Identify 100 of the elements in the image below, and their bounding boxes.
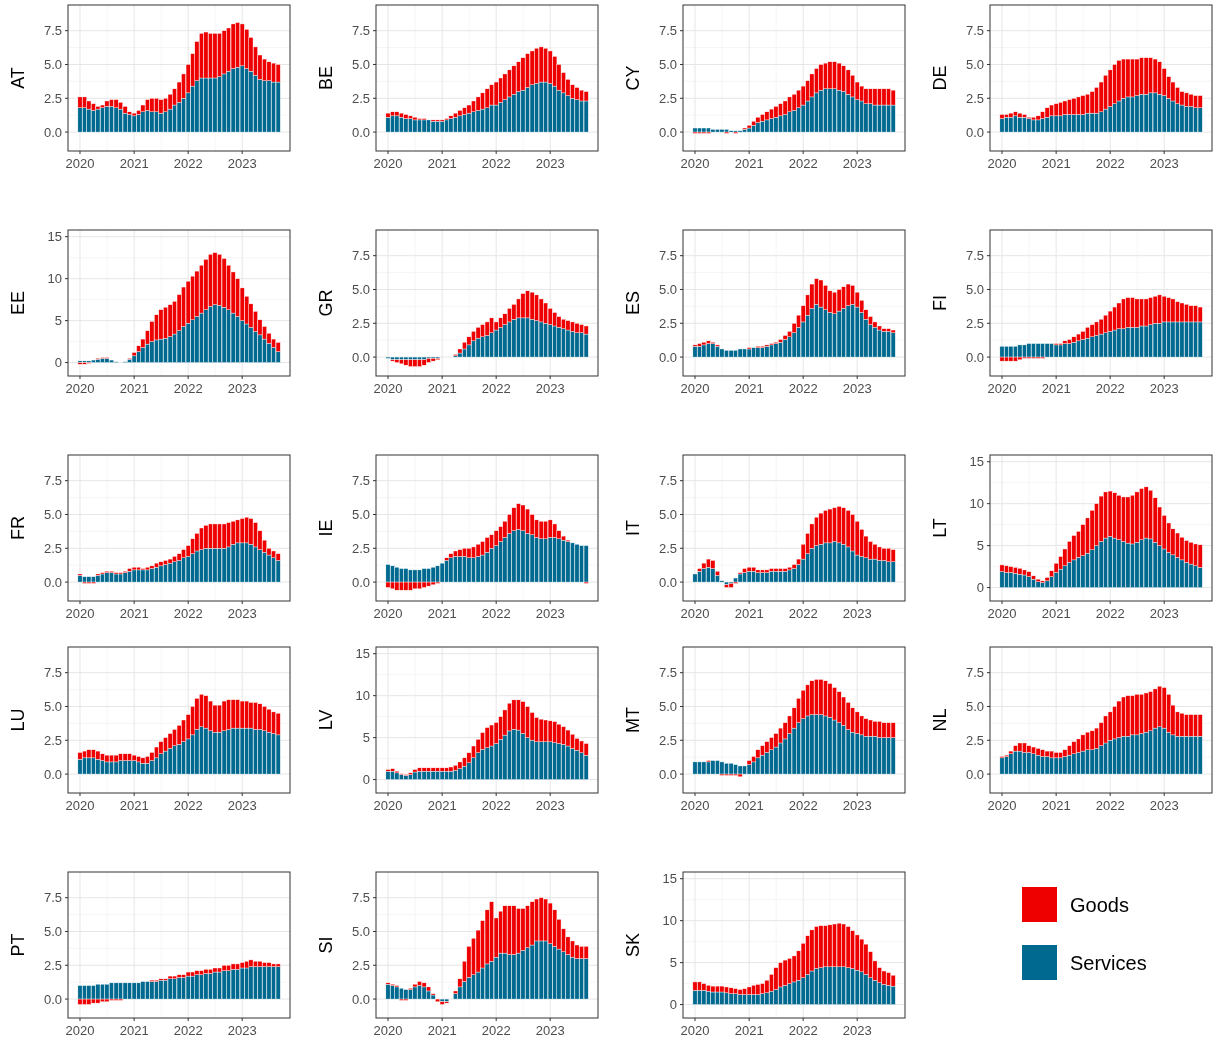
y-tick-label: 0.0 bbox=[658, 574, 677, 590]
y-tick-label: 7.5 bbox=[351, 23, 370, 39]
x-tick-label: 2021 bbox=[1041, 381, 1071, 396]
legend-label: Goods bbox=[1070, 893, 1129, 916]
x-tick-label: 2023 bbox=[1149, 156, 1179, 171]
x-tick-label: 2023 bbox=[227, 1023, 257, 1038]
y-tick-label: 0.0 bbox=[43, 124, 62, 140]
x-tick-label: 2020 bbox=[65, 156, 95, 171]
y-axis-title: IE bbox=[316, 519, 336, 537]
y-tick-label: 5.0 bbox=[43, 699, 62, 715]
y-tick-label: 2.5 bbox=[658, 315, 677, 331]
y-tick-label: 7.5 bbox=[658, 665, 677, 681]
y-tick-label: 5.0 bbox=[658, 699, 677, 715]
y-tick-label: 0.0 bbox=[965, 349, 984, 365]
x-tick-label: 2020 bbox=[680, 381, 710, 396]
x-tick-label: 2022 bbox=[481, 1023, 511, 1038]
y-axis-title: LV bbox=[316, 709, 336, 731]
y-tick-label: 2.5 bbox=[351, 957, 370, 973]
y-tick-label: 7.5 bbox=[658, 248, 677, 264]
x-tick-label: 2020 bbox=[373, 606, 403, 621]
x-tick-label: 2022 bbox=[788, 606, 818, 621]
y-tick-label: 2.5 bbox=[965, 732, 984, 748]
x-tick-label: 2022 bbox=[173, 381, 203, 396]
x-tick-label: 2023 bbox=[1149, 606, 1179, 621]
y-axis-title: LU bbox=[8, 708, 28, 732]
y-tick-label: 0.0 bbox=[658, 349, 677, 365]
y-tick-label: 0.0 bbox=[43, 991, 62, 1007]
x-tick-label: 2021 bbox=[1041, 606, 1071, 621]
legend-label: Services bbox=[1070, 951, 1147, 974]
x-tick-label: 2021 bbox=[734, 381, 764, 396]
x-tick-label: 2022 bbox=[481, 381, 511, 396]
x-tick-label: 2020 bbox=[65, 798, 95, 813]
y-tick-label: 7.5 bbox=[43, 23, 62, 39]
y-tick-label: 15 bbox=[355, 646, 370, 662]
y-tick-label: 7.5 bbox=[43, 665, 62, 681]
y-tick-label: 5.0 bbox=[351, 507, 370, 523]
x-tick-label: 2022 bbox=[173, 1023, 203, 1038]
x-tick-label: 2020 bbox=[680, 156, 710, 171]
y-tick-label: 2.5 bbox=[658, 732, 677, 748]
x-tick-label: 2023 bbox=[535, 606, 565, 621]
y-tick-label: 7.5 bbox=[965, 665, 984, 681]
x-tick-label: 2022 bbox=[1095, 381, 1125, 396]
x-tick-label: 2022 bbox=[1095, 798, 1125, 813]
x-tick-label: 2022 bbox=[1095, 606, 1125, 621]
y-axis-title: LT bbox=[930, 518, 950, 538]
x-tick-label: 2021 bbox=[734, 798, 764, 813]
x-tick-label: 2023 bbox=[842, 606, 872, 621]
y-tick-label: 0 bbox=[54, 355, 62, 371]
y-axis-title: SK bbox=[623, 932, 643, 958]
y-tick-label: 5.0 bbox=[965, 57, 984, 73]
x-tick-label: 2021 bbox=[734, 606, 764, 621]
y-tick-label: 2.5 bbox=[658, 90, 677, 106]
y-tick-label: 0.0 bbox=[658, 766, 677, 782]
x-tick-label: 2022 bbox=[788, 798, 818, 813]
x-tick-label: 2020 bbox=[65, 606, 95, 621]
y-tick-label: 5.0 bbox=[965, 282, 984, 298]
y-tick-label: 5.0 bbox=[658, 57, 677, 73]
x-tick-label: 2021 bbox=[119, 1023, 149, 1038]
y-axis-title: ES bbox=[623, 290, 643, 316]
y-tick-label: 5.0 bbox=[658, 507, 677, 523]
x-tick-label: 2021 bbox=[427, 156, 457, 171]
y-axis-title: CY bbox=[623, 65, 643, 91]
y-tick-label: 0.0 bbox=[351, 574, 370, 590]
y-tick-label: 5 bbox=[54, 313, 62, 329]
x-tick-label: 2022 bbox=[481, 606, 511, 621]
x-tick-label: 2023 bbox=[227, 606, 257, 621]
x-tick-label: 2021 bbox=[1041, 156, 1071, 171]
y-tick-label: 0.0 bbox=[43, 766, 62, 782]
y-tick-label: 0.0 bbox=[351, 349, 370, 365]
y-tick-label: 10 bbox=[662, 913, 677, 929]
x-tick-label: 2023 bbox=[535, 156, 565, 171]
y-axis-title: FI bbox=[930, 295, 950, 311]
x-tick-label: 2023 bbox=[227, 156, 257, 171]
x-tick-label: 2023 bbox=[227, 381, 257, 396]
x-tick-label: 2021 bbox=[119, 798, 149, 813]
y-tick-label: 15 bbox=[969, 454, 984, 470]
x-tick-label: 2022 bbox=[481, 156, 511, 171]
x-tick-label: 2022 bbox=[788, 1023, 818, 1038]
y-axis-title: AT bbox=[8, 67, 28, 89]
y-axis-title: NL bbox=[930, 708, 950, 732]
y-tick-label: 0 bbox=[362, 772, 370, 788]
x-tick-label: 2020 bbox=[680, 798, 710, 813]
y-tick-label: 0 bbox=[976, 580, 984, 596]
y-tick-label: 7.5 bbox=[43, 890, 62, 906]
x-tick-label: 2021 bbox=[119, 156, 149, 171]
x-tick-label: 2021 bbox=[1041, 798, 1071, 813]
x-tick-label: 2022 bbox=[173, 798, 203, 813]
y-tick-label: 2.5 bbox=[351, 540, 370, 556]
y-tick-label: 5 bbox=[362, 730, 370, 746]
y-tick-label: 5.0 bbox=[43, 507, 62, 523]
x-tick-label: 2023 bbox=[535, 381, 565, 396]
x-tick-label: 2022 bbox=[173, 606, 203, 621]
x-tick-label: 2021 bbox=[734, 1023, 764, 1038]
y-tick-label: 5.0 bbox=[965, 699, 984, 715]
y-tick-label: 2.5 bbox=[43, 540, 62, 556]
y-tick-label: 0 bbox=[669, 997, 677, 1013]
y-tick-label: 2.5 bbox=[351, 315, 370, 331]
y-tick-label: 2.5 bbox=[43, 90, 62, 106]
y-tick-label: 2.5 bbox=[965, 90, 984, 106]
x-tick-label: 2023 bbox=[842, 156, 872, 171]
